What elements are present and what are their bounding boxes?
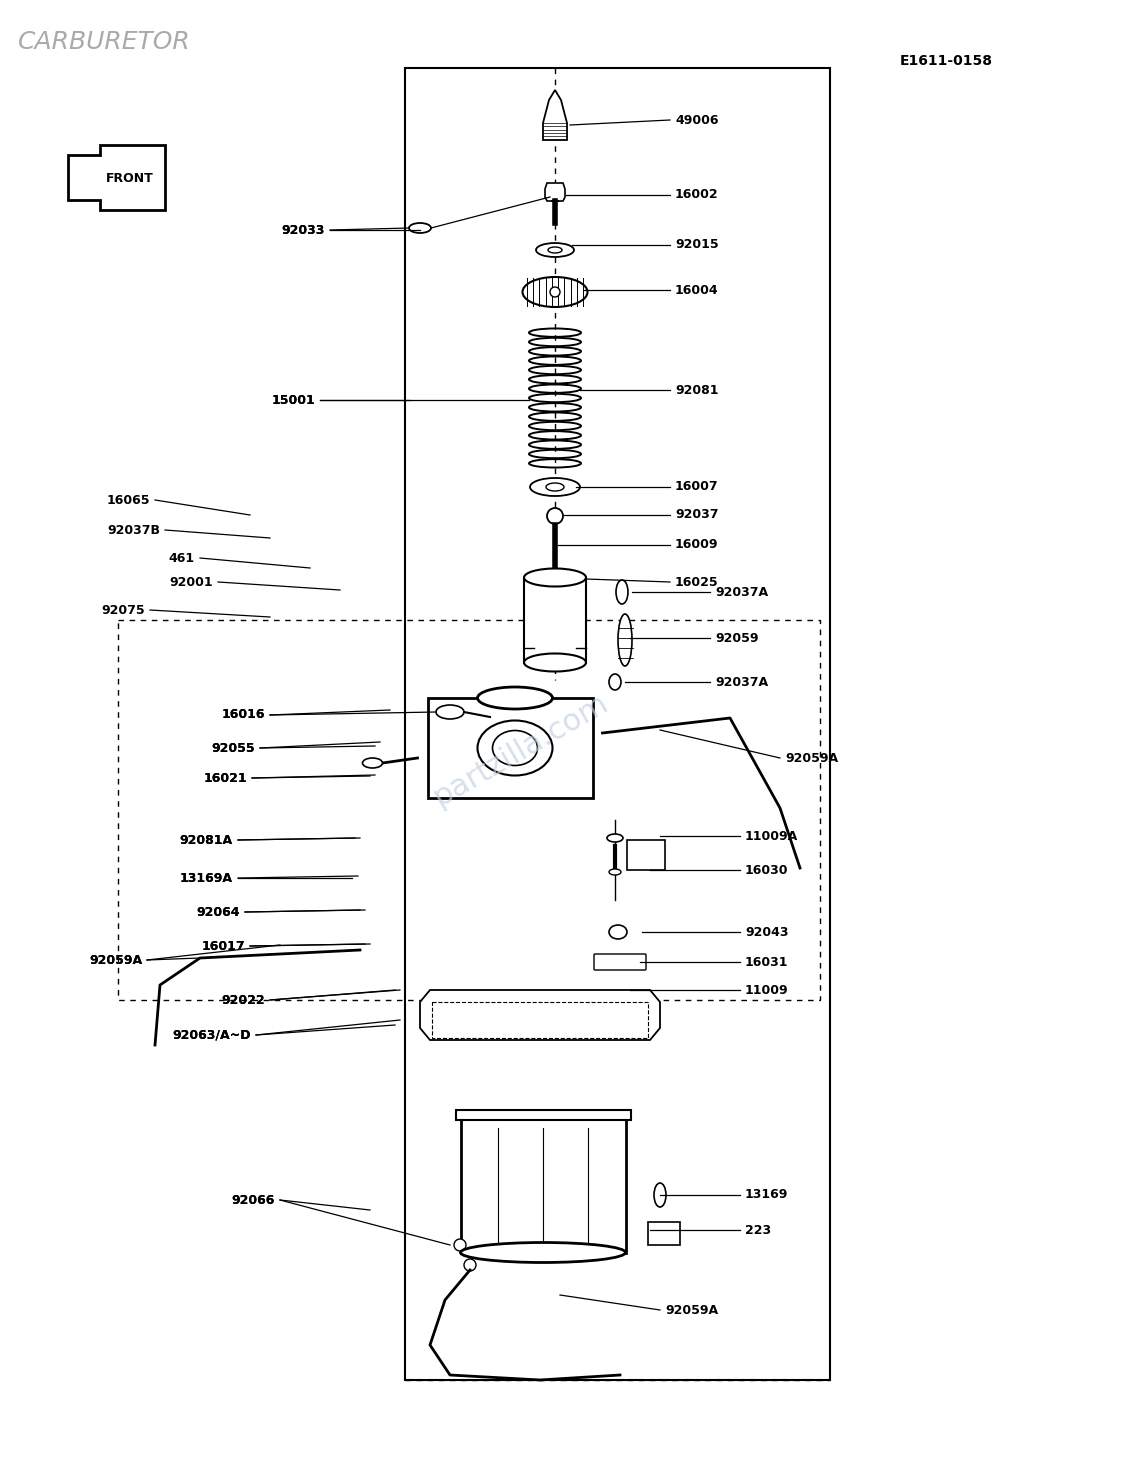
Text: FRONT: FRONT: [107, 171, 154, 184]
Polygon shape: [545, 182, 565, 201]
Text: 92001: 92001: [170, 575, 213, 588]
Text: 13169A: 13169A: [180, 872, 233, 885]
Text: 92081A: 92081A: [180, 834, 233, 847]
Bar: [455, 1110, 630, 1120]
Ellipse shape: [478, 720, 552, 775]
Text: 92015: 92015: [675, 238, 719, 251]
Bar: [461, 1117, 626, 1253]
Text: 92022: 92022: [221, 993, 265, 1006]
Polygon shape: [647, 1222, 680, 1245]
Ellipse shape: [362, 758, 383, 768]
Text: 16016: 16016: [221, 708, 265, 721]
Circle shape: [547, 508, 563, 524]
Text: 49006: 49006: [675, 114, 719, 127]
Ellipse shape: [493, 730, 537, 765]
Text: 92064: 92064: [196, 905, 240, 918]
Text: 13169: 13169: [745, 1188, 788, 1202]
Text: 92043: 92043: [745, 926, 788, 939]
Text: 92033: 92033: [282, 223, 325, 237]
Polygon shape: [543, 91, 567, 140]
Text: 92081A: 92081A: [180, 834, 233, 847]
Text: 92075: 92075: [101, 603, 146, 616]
Text: CARBURETOR: CARBURETOR: [18, 31, 190, 54]
Bar: [524, 578, 586, 663]
Circle shape: [464, 1259, 476, 1272]
Text: 92064: 92064: [196, 905, 240, 918]
Ellipse shape: [524, 568, 586, 587]
Bar: [405, 69, 830, 1380]
Ellipse shape: [524, 654, 586, 672]
Ellipse shape: [536, 242, 574, 257]
Ellipse shape: [609, 675, 621, 691]
Text: 16017: 16017: [202, 939, 245, 952]
Text: 92033: 92033: [282, 223, 325, 237]
Ellipse shape: [435, 705, 464, 718]
Text: 92022: 92022: [221, 993, 265, 1006]
Text: 16065: 16065: [107, 493, 150, 507]
Text: 16031: 16031: [745, 955, 788, 968]
Text: 92037A: 92037A: [715, 676, 768, 689]
Text: 92055: 92055: [211, 742, 256, 755]
Ellipse shape: [478, 688, 552, 710]
Text: 15001: 15001: [272, 394, 315, 406]
Text: 16007: 16007: [675, 480, 719, 493]
Ellipse shape: [618, 615, 631, 666]
Ellipse shape: [523, 277, 588, 307]
Text: 13169A: 13169A: [180, 872, 233, 885]
Text: 11009A: 11009A: [745, 829, 799, 842]
Text: partzilla.com: partzilla.com: [427, 688, 613, 812]
Text: 16016: 16016: [221, 708, 265, 721]
Text: 92059A: 92059A: [89, 953, 142, 967]
Text: 92063/A~D: 92063/A~D: [173, 1028, 251, 1041]
Text: 16009: 16009: [675, 539, 719, 552]
FancyBboxPatch shape: [594, 953, 646, 969]
Bar: [118, 620, 821, 1000]
Text: 16004: 16004: [675, 283, 719, 296]
Ellipse shape: [548, 247, 562, 253]
Ellipse shape: [609, 869, 621, 875]
Text: 92059A: 92059A: [89, 953, 142, 967]
Text: 92063/A~D: 92063/A~D: [173, 1028, 251, 1041]
Text: 92066: 92066: [231, 1193, 275, 1206]
Ellipse shape: [461, 1242, 626, 1263]
Polygon shape: [68, 145, 165, 210]
Text: 461: 461: [168, 552, 195, 565]
Circle shape: [454, 1240, 466, 1251]
Text: 92059A: 92059A: [665, 1304, 719, 1317]
Text: E1611-0158: E1611-0158: [900, 54, 992, 69]
Text: 92059A: 92059A: [785, 752, 838, 765]
Text: 92081: 92081: [675, 384, 719, 397]
Text: 16021: 16021: [203, 771, 248, 784]
Text: 92037: 92037: [675, 508, 719, 521]
Ellipse shape: [654, 1183, 666, 1207]
Text: 92037A: 92037A: [715, 585, 768, 599]
Text: 92066: 92066: [231, 1193, 275, 1206]
Text: 16030: 16030: [745, 863, 788, 876]
Text: 16025: 16025: [675, 575, 719, 588]
Polygon shape: [419, 990, 660, 1040]
Bar: [627, 839, 665, 870]
Ellipse shape: [607, 834, 623, 842]
Text: 92037B: 92037B: [107, 524, 160, 536]
Bar: [432, 1002, 647, 1038]
Text: 15001: 15001: [272, 394, 315, 406]
Circle shape: [550, 288, 560, 296]
Ellipse shape: [617, 580, 628, 604]
Text: 16002: 16002: [675, 188, 719, 201]
Text: 223: 223: [745, 1223, 771, 1237]
Text: 16021: 16021: [203, 771, 248, 784]
Text: 11009: 11009: [745, 984, 788, 997]
Ellipse shape: [529, 477, 580, 496]
Ellipse shape: [409, 223, 431, 234]
Ellipse shape: [545, 483, 564, 491]
Polygon shape: [427, 698, 592, 799]
Text: 92059: 92059: [715, 632, 759, 644]
Ellipse shape: [609, 926, 627, 939]
Text: 92055: 92055: [211, 742, 256, 755]
Text: 16017: 16017: [202, 939, 245, 952]
